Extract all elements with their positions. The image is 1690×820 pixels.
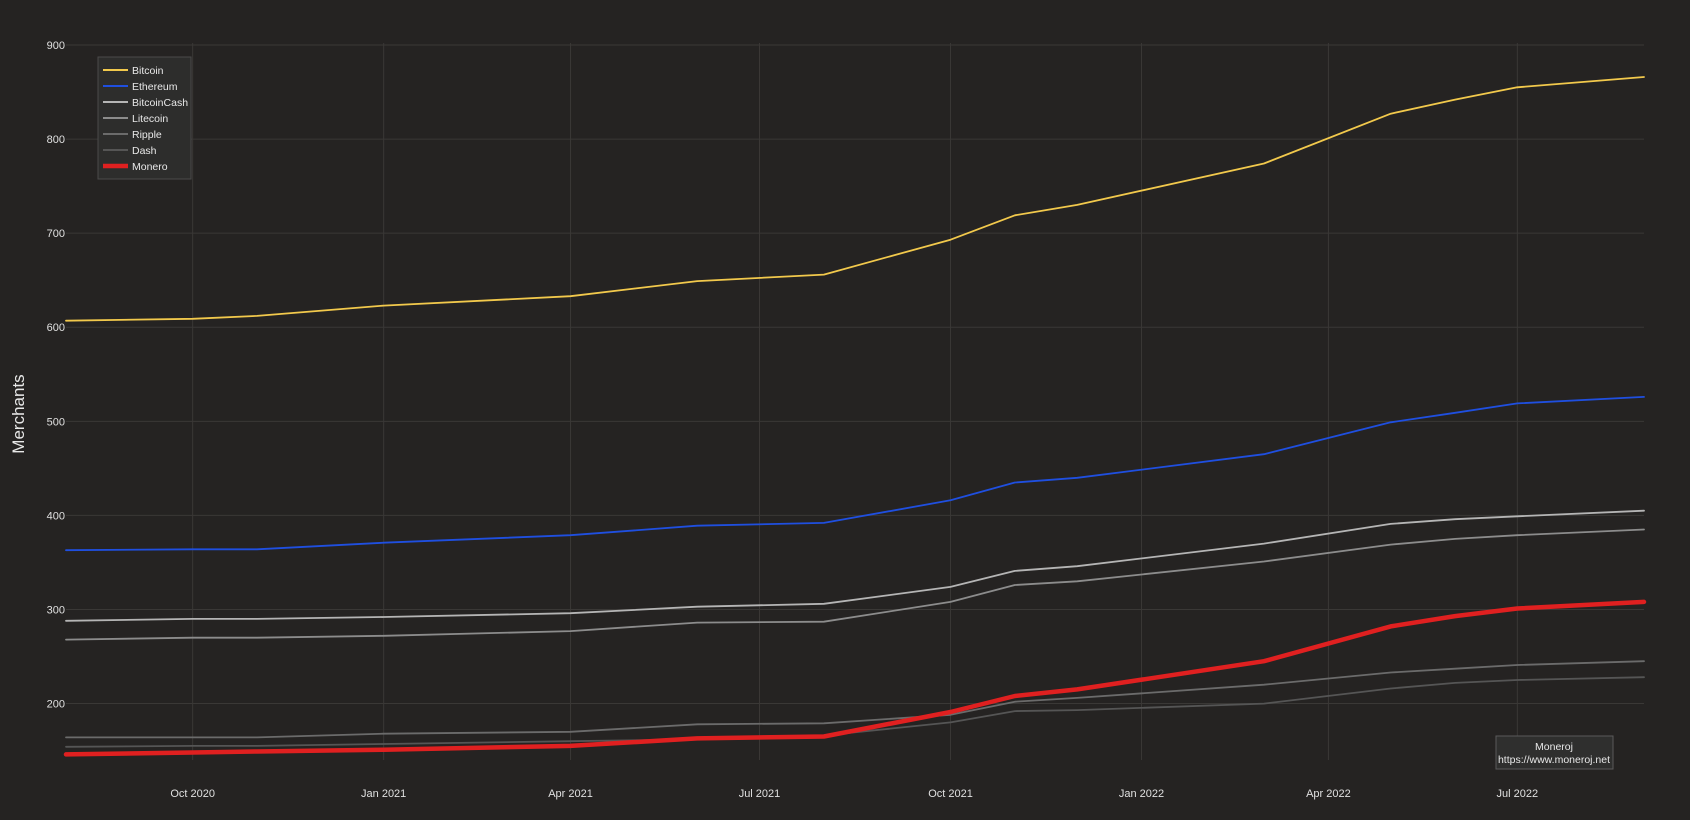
y-tick-label: 300 (47, 604, 65, 616)
x-tick-label: Jan 2022 (1119, 788, 1164, 800)
legend[interactable]: Bitcoin Ethereum BitcoinCash Litecoin Ripple… (97, 56, 192, 180)
legend-label-ripple[interactable]: Ripple (132, 129, 162, 141)
series-line-bitcoincash (65, 509, 1645, 622)
y-tick-label: 600 (47, 322, 65, 334)
x-tick-label: Jul 2022 (1497, 788, 1539, 800)
y-tick-label: 800 (47, 134, 65, 146)
series-line-ethereum (65, 395, 1645, 552)
grid-layer (66, 43, 1644, 760)
annotation-box (1495, 735, 1614, 770)
legend-label-litecoin[interactable]: Litecoin (132, 113, 168, 125)
series-line-bitcoin (65, 76, 1645, 322)
y-axis-label: Merchants (9, 374, 28, 453)
series-layer (63, 76, 1647, 757)
y-tick-label: 200 (47, 699, 65, 711)
tick-label-layer: 200 300 400 500 600 700 800 900 Oct 2020 Jan 2021… (47, 40, 1539, 800)
y-tick-label: 400 (47, 510, 65, 522)
x-tick-label: Apr 2021 (548, 788, 593, 800)
x-tick-label: Jul 2021 (739, 788, 781, 800)
series-line-dash (65, 676, 1645, 748)
y-tick-label: 700 (47, 228, 65, 240)
x-tick-label: Apr 2022 (1306, 788, 1351, 800)
series-line-monero (63, 599, 1647, 757)
series-line-litecoin (65, 528, 1645, 641)
annotation-title: Moneroj (1535, 741, 1573, 753)
series-line-ripple (65, 660, 1645, 739)
legend-label-monero[interactable]: Monero (132, 161, 168, 173)
legend-label-bitcoincash[interactable]: BitcoinCash (132, 97, 188, 109)
legend-label-ethereum[interactable]: Ethereum (132, 81, 178, 93)
y-tick-label: 900 (47, 40, 65, 52)
annotation-url: https://www.moneroj.net (1498, 754, 1610, 766)
watermark-annotation: Moneroj https://www.moneroj.net (1495, 735, 1614, 770)
x-tick-label: Jan 2021 (361, 788, 406, 800)
legend-label-dash[interactable]: Dash (132, 145, 157, 157)
x-tick-label: Oct 2020 (170, 788, 215, 800)
y-tick-label: 500 (47, 416, 65, 428)
legend-label-bitcoin[interactable]: Bitcoin (132, 65, 164, 77)
x-tick-label: Oct 2021 (928, 788, 973, 800)
